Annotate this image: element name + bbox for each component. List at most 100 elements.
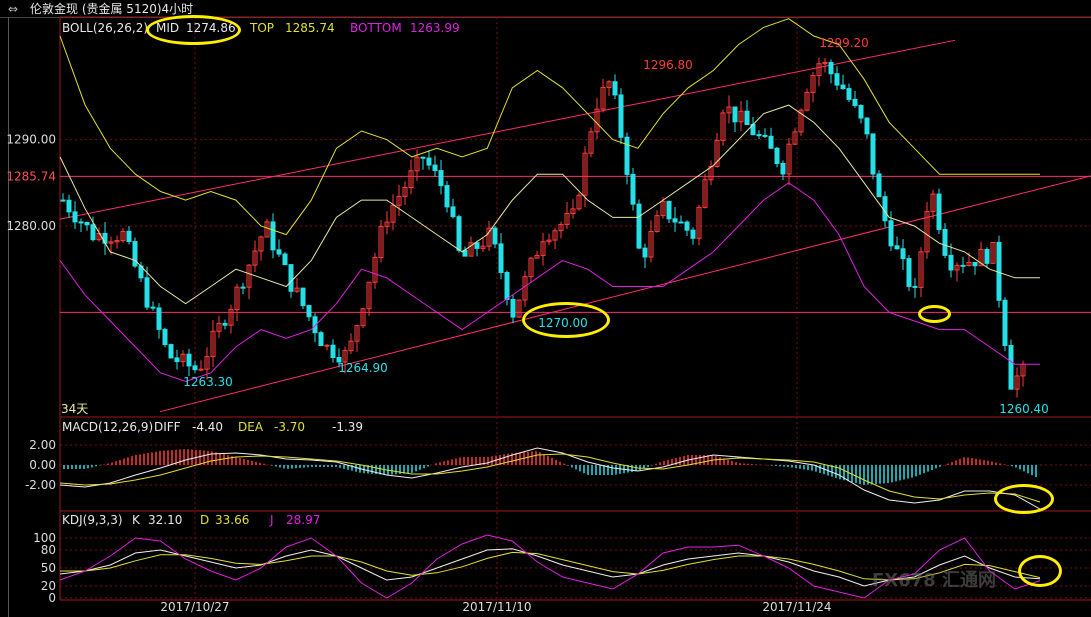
candle-down xyxy=(834,73,840,86)
macd-y-tick: 0.00 xyxy=(29,458,56,472)
candle-up xyxy=(822,61,828,65)
candle-up xyxy=(702,179,708,208)
kdj-j-label: J xyxy=(270,513,274,527)
candle-down xyxy=(906,258,912,287)
candle-down xyxy=(900,248,906,260)
candle-down xyxy=(162,328,168,346)
candle-up xyxy=(582,152,588,196)
candle-down xyxy=(840,84,846,90)
candle-up xyxy=(654,215,660,233)
candle-down xyxy=(972,262,978,267)
trend-channel-upper xyxy=(59,39,956,220)
candle-up xyxy=(660,200,666,217)
candle-down xyxy=(444,185,450,208)
candle-up xyxy=(720,112,726,141)
candle-down xyxy=(828,61,834,75)
candle-up xyxy=(516,299,522,318)
candle-up xyxy=(1014,375,1020,390)
candle-down xyxy=(240,286,246,289)
candle-down xyxy=(666,200,672,220)
candle-down xyxy=(432,164,438,172)
candle-up xyxy=(570,208,576,214)
x-tick-label: 2017/11/10 xyxy=(462,600,531,614)
candle-up xyxy=(210,330,216,358)
candle-up xyxy=(402,187,408,197)
candle-down xyxy=(744,110,750,125)
candle-down xyxy=(732,106,738,123)
candle-up xyxy=(990,241,996,264)
macd-diff-value: -4.40 xyxy=(192,420,224,434)
candle-up xyxy=(396,195,402,206)
candle-down xyxy=(426,157,432,166)
candle-up xyxy=(360,308,366,327)
candle-up xyxy=(534,254,540,259)
candle-down xyxy=(678,221,684,224)
candle-down xyxy=(126,230,132,243)
candle-down xyxy=(420,156,426,159)
candle-up xyxy=(468,242,474,257)
candle-up xyxy=(414,156,420,172)
candle-up xyxy=(924,211,930,253)
candle-down xyxy=(882,196,888,222)
candle-up xyxy=(792,131,798,145)
candle-down xyxy=(276,249,282,255)
candle-up xyxy=(522,276,528,301)
candle-down xyxy=(288,264,294,292)
candle-up xyxy=(372,256,378,283)
candle-down xyxy=(768,135,774,149)
candle-up xyxy=(480,245,486,249)
candle-up xyxy=(558,223,564,232)
candle-down xyxy=(474,242,480,249)
boll-bottom-label: BOTTOM xyxy=(350,21,402,35)
candle-down xyxy=(690,229,696,239)
candle-down xyxy=(684,221,690,231)
candle-down xyxy=(132,241,138,267)
candle-up xyxy=(108,241,114,244)
candle-up xyxy=(546,239,552,243)
candle-down xyxy=(894,245,900,250)
kdj-y-tick: 0 xyxy=(48,591,56,605)
main-y-tick: 1290.00 xyxy=(6,133,56,147)
candle-down xyxy=(174,357,180,363)
candle-up xyxy=(564,212,570,225)
macd-diff-label: DIFF xyxy=(154,420,181,434)
candle-up xyxy=(114,240,120,243)
candle-up xyxy=(714,139,720,167)
candle-up xyxy=(378,225,384,258)
chart-window-icon[interactable]: ⇔ xyxy=(8,2,19,16)
candle-up xyxy=(918,251,924,288)
candle-down xyxy=(300,287,306,307)
candle-down xyxy=(618,94,624,138)
candle-down xyxy=(90,224,96,241)
kdj-j-line xyxy=(59,534,1041,599)
price-annotation: 1264.90 xyxy=(338,361,388,375)
trend-channel-lower xyxy=(159,175,1091,413)
macd-y-tick: -2.00 xyxy=(25,478,56,492)
candle-down xyxy=(168,344,174,359)
candle-up xyxy=(348,340,354,352)
candle-down xyxy=(612,81,618,96)
candle-down xyxy=(774,147,780,164)
kdj-k-label: K xyxy=(132,513,140,527)
candle-up xyxy=(804,91,810,111)
kdj-d-line xyxy=(60,551,1041,581)
candle-up xyxy=(324,344,330,347)
candle-up xyxy=(354,325,360,342)
candle-up xyxy=(810,75,816,93)
candle-down xyxy=(102,232,108,244)
boll-mid-line xyxy=(59,104,1040,305)
candle-down xyxy=(492,227,498,245)
kdj-k-line xyxy=(59,548,1041,587)
candle-down xyxy=(60,199,66,202)
candle-down xyxy=(912,285,918,288)
kdj-d-value: 33.66 xyxy=(215,513,250,527)
low-highlight-circle xyxy=(918,305,951,323)
candle-up xyxy=(264,221,270,238)
kdj-y-tick: 50 xyxy=(41,561,56,575)
candle-down xyxy=(780,162,786,175)
candle-down xyxy=(1008,345,1014,390)
candle-down xyxy=(438,170,444,187)
price-annotation: 1260.40 xyxy=(999,402,1049,416)
boll-bottom-line xyxy=(59,182,1040,383)
candle-down xyxy=(870,133,876,175)
